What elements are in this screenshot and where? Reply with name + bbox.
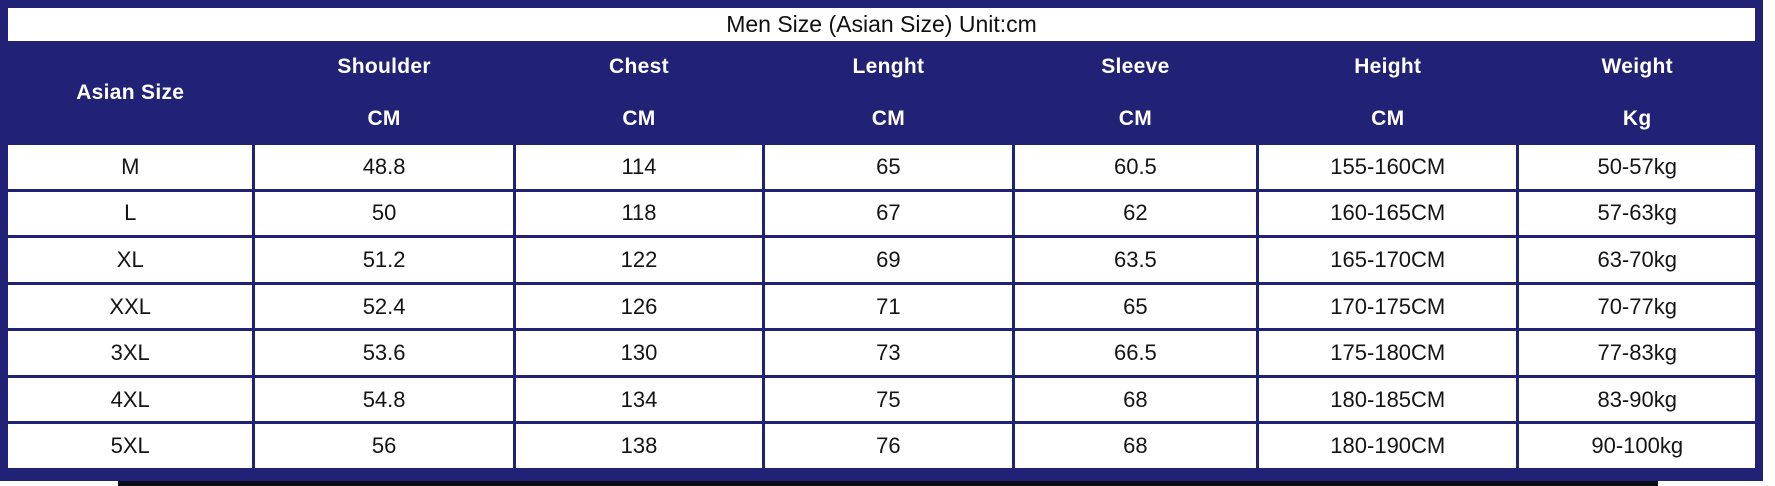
- table-cell: 165-170CM: [1259, 238, 1517, 282]
- table-cell: 56: [255, 424, 513, 469]
- table-cell: 138: [515, 424, 763, 469]
- table-cell: XL: [8, 238, 253, 282]
- table-row-3xl: 3XL 53.6 130 73 66.5 175-180CM 77-83kg: [8, 331, 1755, 375]
- header-unit: CM: [367, 107, 401, 130]
- table-cell: 67: [765, 191, 1012, 236]
- header-cell-lenght: Lenght CM: [765, 41, 1011, 145]
- header-unit: CM: [1371, 107, 1405, 130]
- header-label: Weight: [1601, 55, 1673, 78]
- table-cell: 52.4: [255, 284, 513, 329]
- table-cell: 57-63kg: [1519, 191, 1755, 236]
- header-label: Lenght: [852, 55, 925, 78]
- table-body: M 48.8 114 65 60.5 155-160CM 50-57kg L 5…: [8, 145, 1755, 469]
- header-cell-shoulder: Shoulder CM: [255, 41, 512, 145]
- table-cell: 71: [765, 284, 1012, 329]
- table-cell: 69: [765, 238, 1012, 282]
- table-cell: 4XL: [8, 377, 253, 422]
- table-title-bar: Men Size (Asian Size) Unit:cm: [8, 8, 1755, 41]
- header-label: Shoulder: [337, 55, 431, 78]
- header-cell-chest: Chest CM: [516, 41, 762, 145]
- table-cell: 170-175CM: [1259, 284, 1517, 329]
- table-cell: 90-100kg: [1519, 424, 1755, 469]
- header-cell-sleeve: Sleeve CM: [1015, 41, 1256, 145]
- table-cell: 63.5: [1014, 238, 1257, 282]
- header-unit: CM: [871, 107, 906, 130]
- table-cell: 75: [765, 377, 1012, 422]
- table-cell: 63-70kg: [1519, 238, 1755, 282]
- table-row-xl: XL 51.2 122 69 63.5 165-170CM 63-70kg: [8, 238, 1755, 282]
- table-cell: 118: [515, 191, 763, 236]
- header-unit: CM: [622, 107, 656, 130]
- table-cell: M: [8, 145, 253, 189]
- table-cell: 77-83kg: [1519, 331, 1755, 375]
- table-header-row: Asian Size Shoulder CM Chest CM Lenght C…: [8, 41, 1755, 145]
- table-cell: 50-57kg: [1519, 145, 1755, 189]
- table-cell: XXL: [8, 284, 253, 329]
- table-cell: 83-90kg: [1519, 377, 1755, 422]
- table-cell: 175-180CM: [1259, 331, 1517, 375]
- table-cell: 68: [1014, 377, 1257, 422]
- table-cell: 62: [1014, 191, 1257, 236]
- table-cell: 122: [515, 238, 763, 282]
- table-cell: L: [8, 191, 253, 236]
- bottom-shadow-strip: [118, 481, 1658, 486]
- table-cell: 160-165CM: [1259, 191, 1517, 236]
- header-cell-height: Height CM: [1259, 41, 1516, 145]
- table-cell: 3XL: [8, 331, 253, 375]
- table-row-m: M 48.8 114 65 60.5 155-160CM 50-57kg: [8, 145, 1755, 189]
- table-cell: 155-160CM: [1259, 145, 1517, 189]
- table-cell: 114: [515, 145, 763, 189]
- table-cell: 134: [515, 377, 763, 422]
- table-cell: 51.2: [255, 238, 513, 282]
- table-cell: 54.8: [255, 377, 513, 422]
- header-label: Asian Size: [76, 81, 185, 104]
- table-cell: 130: [515, 331, 763, 375]
- table-cell: 50: [255, 191, 513, 236]
- table-row-5xl: 5XL 56 138 76 68 180-190CM 90-100kg: [8, 424, 1755, 469]
- table-cell: 180-185CM: [1259, 377, 1517, 422]
- table-cell: 68: [1014, 424, 1257, 469]
- header-label: Sleeve: [1101, 55, 1170, 78]
- table-cell: 48.8: [255, 145, 513, 189]
- table-row-4xl: 4XL 54.8 134 75 68 180-185CM 83-90kg: [8, 377, 1755, 422]
- table-cell: 60.5: [1014, 145, 1257, 189]
- table-cell: 65: [765, 145, 1012, 189]
- table-cell: 73: [765, 331, 1012, 375]
- header-unit: CM: [1118, 107, 1153, 130]
- table-cell: 66.5: [1014, 331, 1257, 375]
- table-row-l: L 50 118 67 62 160-165CM 57-63kg: [8, 191, 1755, 236]
- header-unit: Kg: [1622, 107, 1652, 130]
- table-cell: 180-190CM: [1259, 424, 1517, 469]
- header-label: Height: [1354, 55, 1422, 78]
- table-cell: 53.6: [255, 331, 513, 375]
- table-cell: 126: [515, 284, 763, 329]
- table-row-xxl: XXL 52.4 126 71 65 170-175CM 70-77kg: [8, 284, 1755, 329]
- table-cell: 76: [765, 424, 1012, 469]
- header-cell-asian-size: Asian Size: [8, 41, 252, 145]
- table-cell: 5XL: [8, 424, 253, 469]
- table-cell: 70-77kg: [1519, 284, 1755, 329]
- table-cell: 65: [1014, 284, 1257, 329]
- table-title: Men Size (Asian Size) Unit:cm: [726, 11, 1037, 37]
- header-cell-weight: Weight Kg: [1519, 41, 1755, 145]
- header-label: Chest: [609, 55, 669, 78]
